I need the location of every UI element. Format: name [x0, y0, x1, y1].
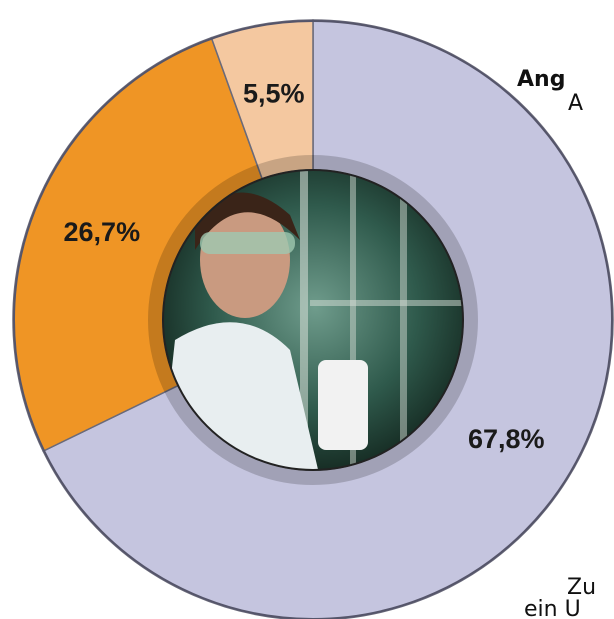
photo-border	[162, 169, 464, 471]
inner-bevel	[148, 155, 478, 485]
annotation: Zu	[567, 575, 596, 600]
annotation: ein U	[524, 597, 581, 619]
photo	[163, 170, 463, 470]
data-label: 5,5%	[243, 79, 305, 109]
data-label: 67,8%	[468, 424, 545, 454]
annotation: A	[568, 91, 583, 116]
outer-edge	[13, 20, 613, 619]
slices	[12, 19, 614, 619]
annotation: Ang	[517, 67, 565, 92]
data-label: 26,7%	[64, 217, 141, 247]
